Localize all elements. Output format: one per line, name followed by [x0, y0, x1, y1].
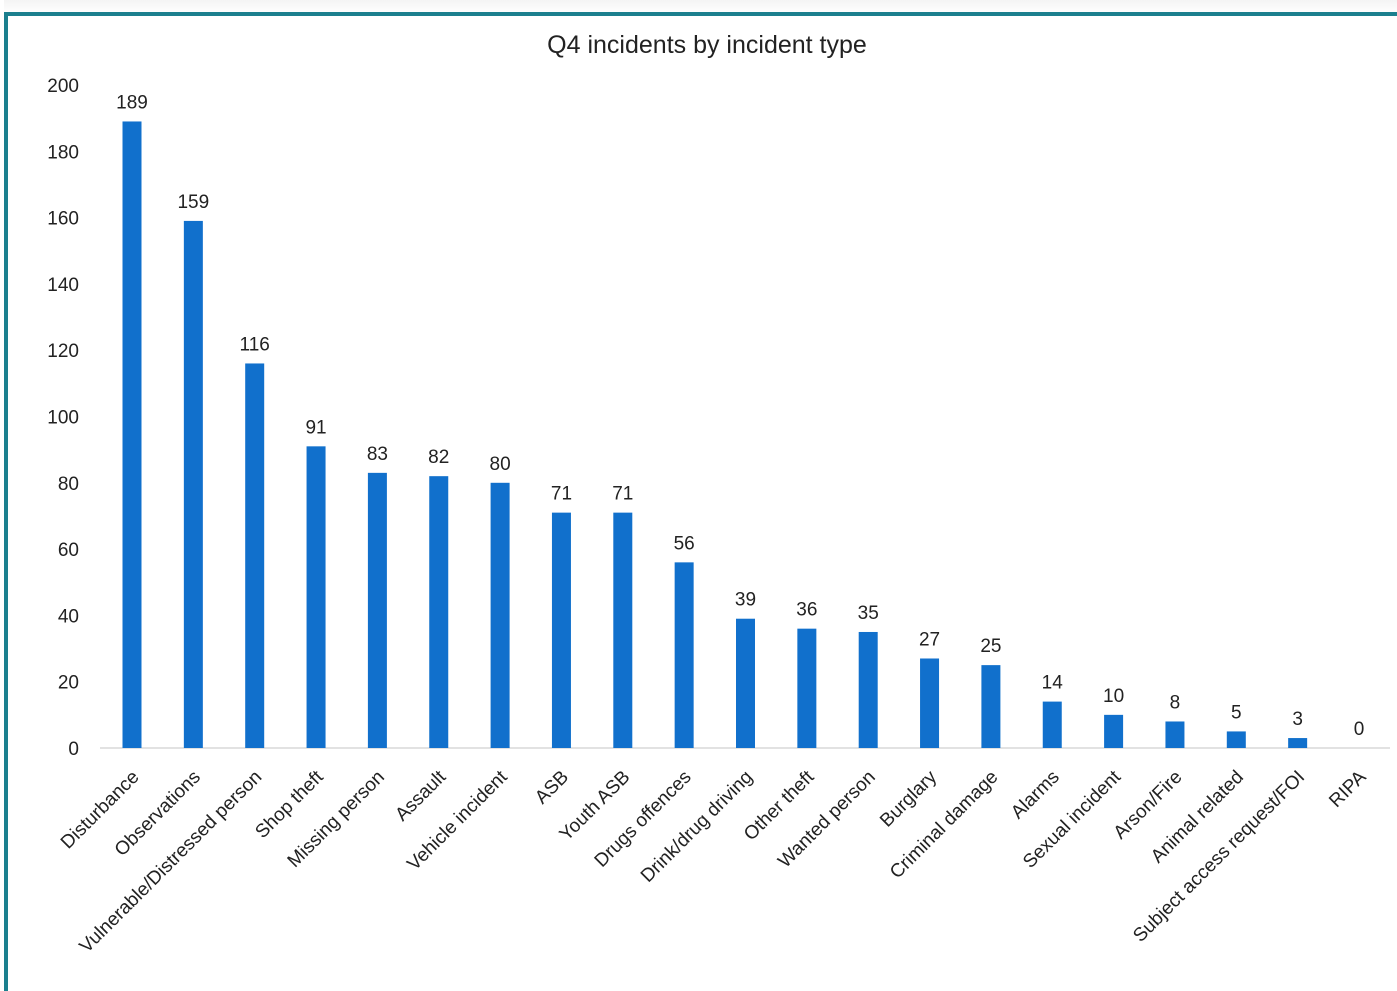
x-axis: DisturbanceObservationsVulnerable/Distre…: [57, 766, 1371, 957]
data-label: 91: [305, 417, 326, 438]
bar: [1165, 721, 1185, 748]
data-label: 116: [240, 334, 270, 355]
data-labels: 189 159 116 91 83 82 80 71 71 56 39 36 35 27 25 14 10 8 5 3…: [116, 92, 1364, 740]
bar: [920, 658, 940, 748]
bar: [367, 472, 387, 748]
x-tick-label: Alarms: [1007, 767, 1064, 824]
data-label: 189: [116, 92, 148, 113]
x-tick-label: Assault: [391, 766, 450, 825]
y-tick-label: 180: [47, 142, 79, 163]
y-tick-label: 160: [47, 209, 79, 230]
bar: [736, 618, 755, 748]
x-tick-label: RIPA: [1325, 766, 1370, 811]
data-label: 25: [980, 636, 1001, 657]
bar: [306, 446, 326, 748]
chart-title: Q4 incidents by incident type: [547, 31, 867, 59]
data-label: 83: [367, 444, 388, 465]
y-tick-label: 40: [58, 606, 79, 627]
data-label: 0: [1354, 719, 1365, 740]
data-label: 3: [1292, 709, 1303, 730]
data-label: 36: [796, 600, 817, 621]
bar: [613, 512, 633, 748]
data-label: 82: [428, 447, 449, 468]
data-label: 39: [735, 590, 756, 611]
y-tick-label: 80: [58, 474, 79, 495]
y-tick-label: 140: [47, 275, 79, 296]
bar: [490, 482, 510, 748]
y-tick-label: 60: [58, 540, 79, 561]
bars: [122, 121, 1308, 749]
data-label: 8: [1170, 692, 1181, 713]
data-label: 27: [919, 629, 940, 650]
data-label: 71: [612, 484, 633, 505]
data-label: 159: [177, 192, 209, 213]
bar: [1104, 714, 1124, 748]
data-label: 5: [1231, 702, 1242, 723]
frame-left-border: [4, 12, 8, 991]
data-label: 10: [1103, 686, 1124, 707]
bar: [1042, 701, 1062, 748]
bar: [429, 476, 449, 748]
y-axis: 0 20 40 60 80 100 120 140 160 180 200: [47, 76, 79, 760]
data-label: 71: [551, 484, 572, 505]
bar: [674, 562, 694, 748]
y-tick-label: 120: [47, 341, 79, 362]
frame-top-shade: [4, 0, 1397, 14]
bar: [981, 665, 1001, 748]
y-tick-label: 200: [47, 76, 79, 97]
y-tick-label: 100: [47, 408, 79, 429]
x-tick-label: ASB: [531, 767, 573, 809]
frame-top-border: [4, 12, 1397, 16]
data-label: 35: [858, 603, 879, 624]
x-tick-label: Criminal damage: [886, 767, 1002, 883]
bar: [797, 628, 817, 748]
bar: [1226, 731, 1246, 748]
bar: [245, 363, 265, 748]
data-label: 80: [490, 454, 511, 475]
x-tick-label: Drink/drug driving: [637, 767, 757, 887]
y-tick-label: 0: [68, 739, 79, 760]
bar: [551, 512, 571, 748]
bar: [858, 631, 878, 748]
data-label: 14: [1042, 673, 1064, 694]
bar: [122, 121, 142, 749]
bar: [183, 220, 203, 749]
data-label: 56: [674, 533, 695, 554]
y-tick-label: 20: [58, 673, 79, 694]
bar: [1288, 738, 1308, 748]
